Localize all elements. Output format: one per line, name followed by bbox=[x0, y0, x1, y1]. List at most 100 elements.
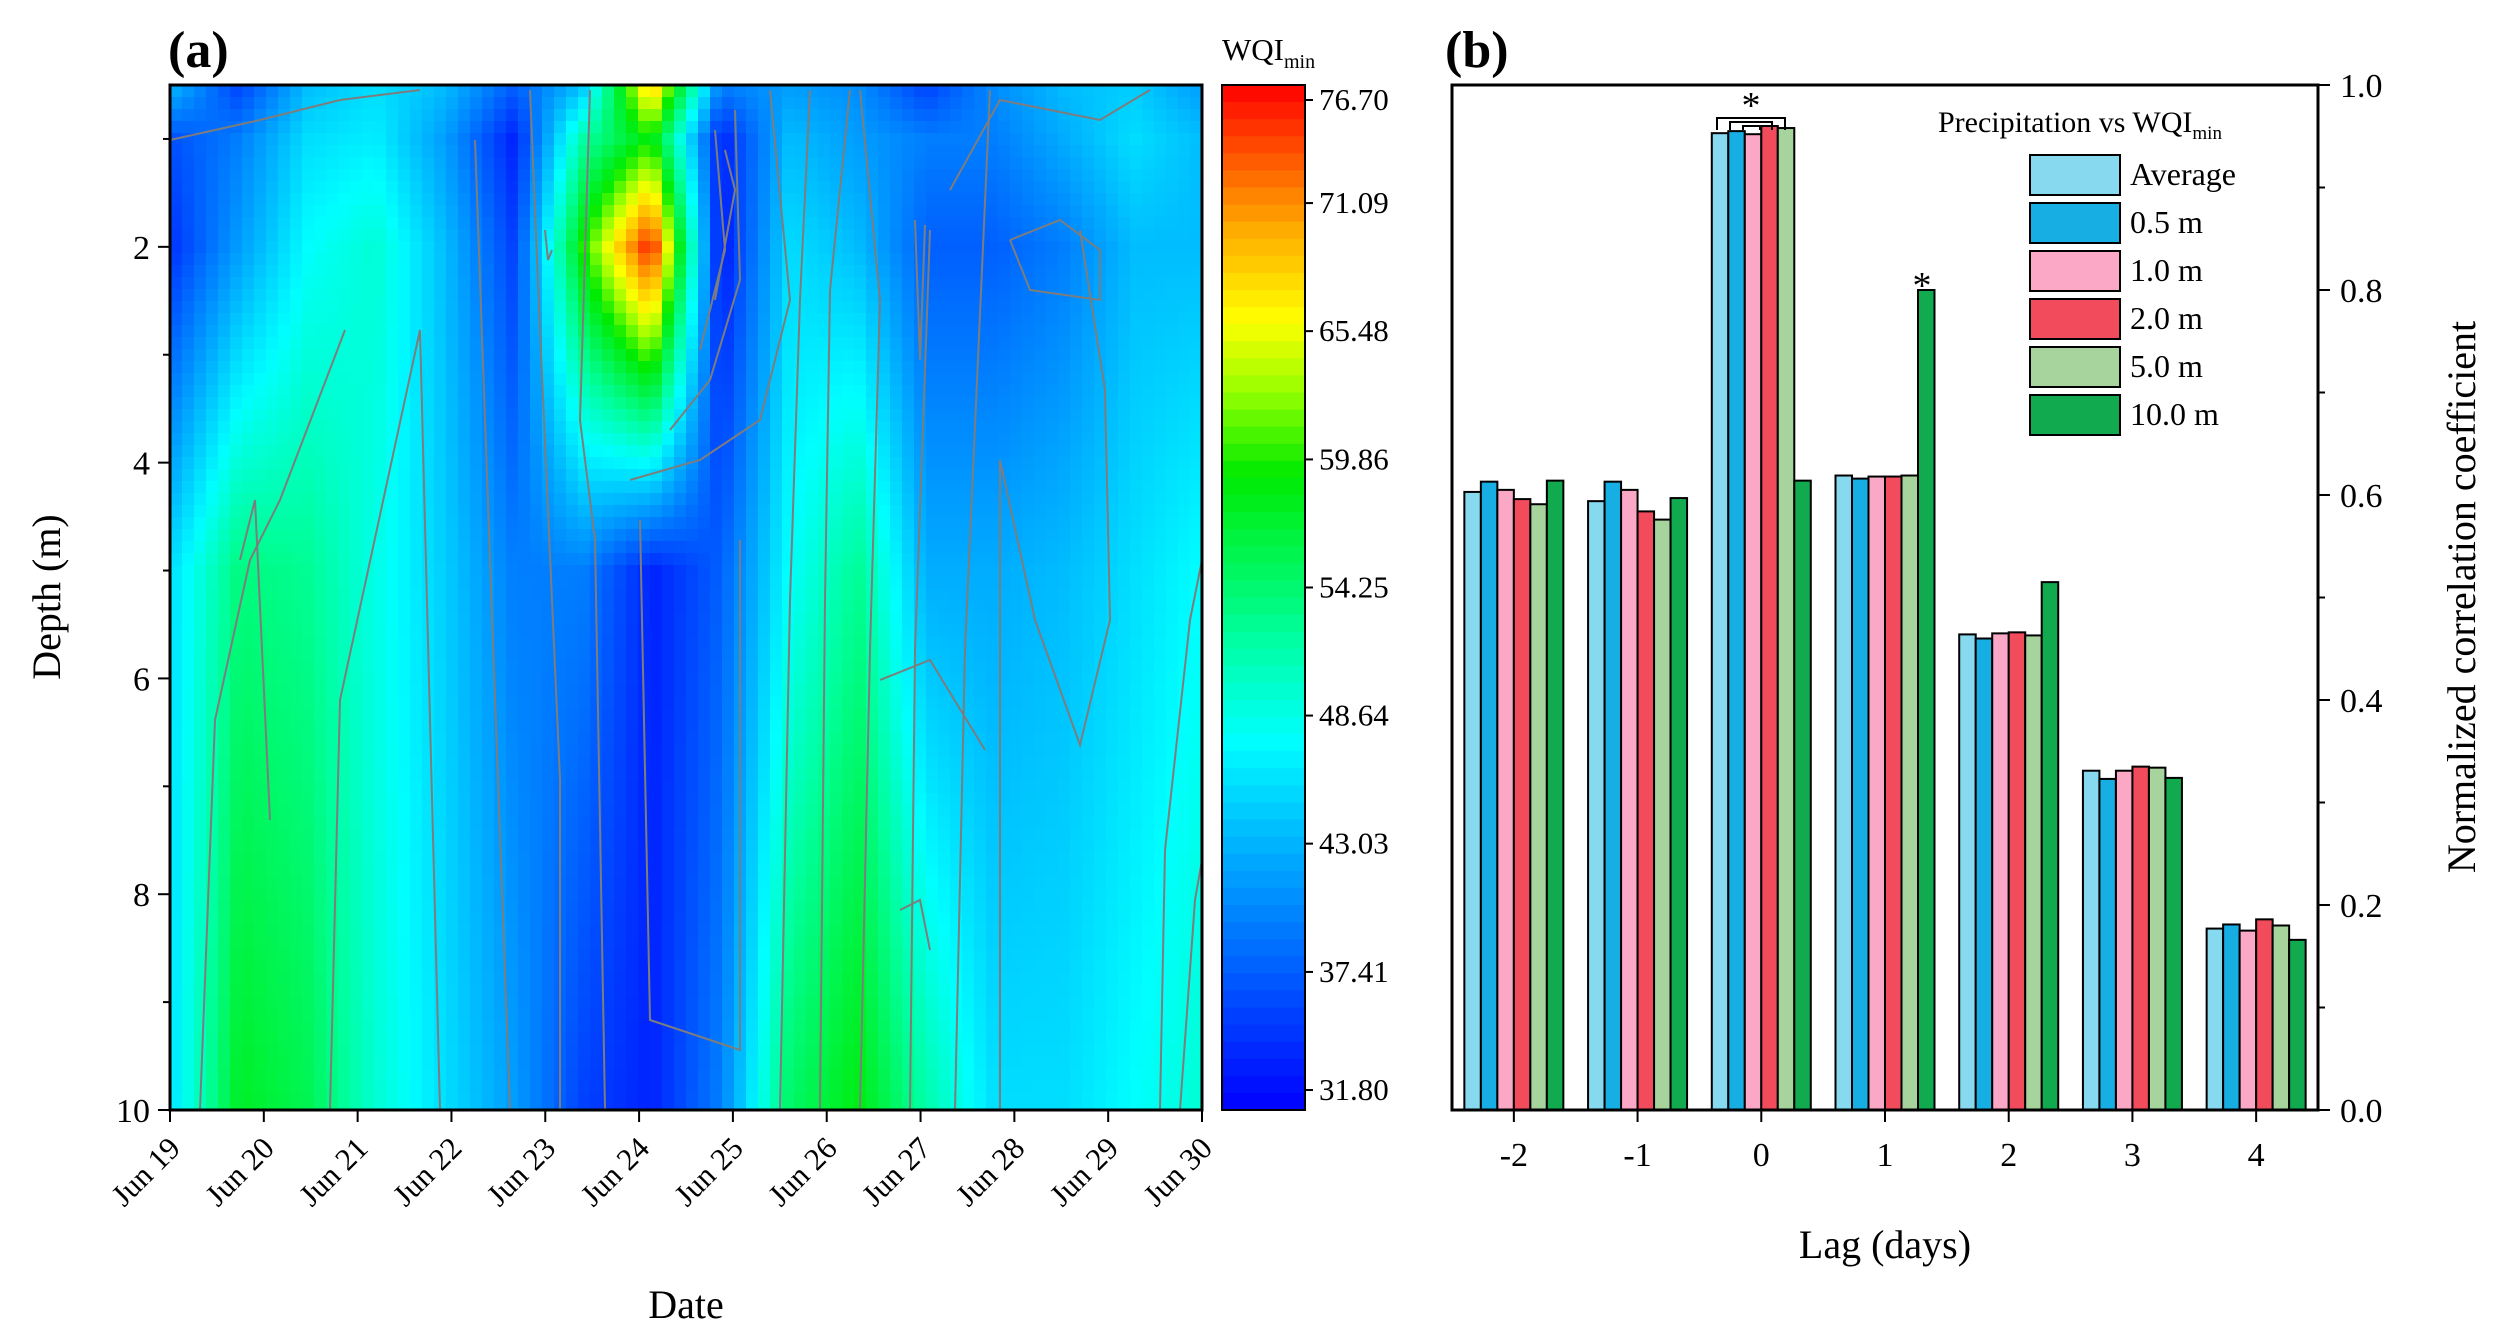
heatmap-cell bbox=[1154, 565, 1167, 578]
heatmap-cell bbox=[1154, 757, 1167, 770]
heatmap-cell bbox=[434, 265, 447, 278]
heatmap-cell bbox=[1166, 337, 1179, 350]
heatmap-cell bbox=[830, 625, 843, 638]
heatmap-cell bbox=[854, 241, 867, 254]
heatmap-cell bbox=[758, 169, 771, 182]
heatmap-cell bbox=[530, 277, 543, 290]
heatmap-cell bbox=[494, 97, 507, 110]
heatmap-cell bbox=[302, 121, 315, 134]
heatmap-cell bbox=[1106, 349, 1119, 362]
heatmap-cell bbox=[818, 121, 831, 134]
heatmap-cell bbox=[902, 169, 915, 182]
heatmap-cell bbox=[746, 205, 759, 218]
heatmap-cell bbox=[242, 541, 255, 554]
heatmap-cell bbox=[398, 565, 411, 578]
heatmap-cell bbox=[638, 349, 651, 362]
heatmap-cell bbox=[950, 157, 963, 170]
heatmap-cell bbox=[806, 253, 819, 266]
heatmap-cell bbox=[1082, 85, 1095, 98]
heatmap-cell bbox=[566, 289, 579, 302]
heatmap-cell bbox=[398, 301, 411, 314]
heatmap-cell bbox=[1058, 769, 1071, 782]
heatmap-cell bbox=[386, 193, 399, 206]
heatmap-cell bbox=[1118, 493, 1131, 506]
heatmap-cell bbox=[1046, 745, 1059, 758]
heatmap-cell bbox=[458, 769, 471, 782]
heatmap-cell bbox=[590, 85, 603, 98]
heatmap-cell bbox=[386, 577, 399, 590]
heatmap-cell bbox=[686, 133, 699, 146]
heatmap-cell bbox=[578, 601, 591, 614]
heatmap-cell bbox=[818, 325, 831, 338]
heatmap-cell bbox=[314, 181, 327, 194]
heatmap-cell bbox=[578, 673, 591, 686]
heatmap-cell bbox=[386, 553, 399, 566]
heatmap-cell bbox=[950, 625, 963, 638]
heatmap-cell bbox=[674, 601, 687, 614]
heatmap-cell bbox=[1058, 445, 1071, 458]
heatmap-cell bbox=[494, 193, 507, 206]
heatmap-cell bbox=[1010, 193, 1023, 206]
heatmap-cell bbox=[962, 445, 975, 458]
heatmap-cell bbox=[698, 445, 711, 458]
heatmap-cell bbox=[302, 493, 315, 506]
heatmap-cell bbox=[722, 493, 735, 506]
heatmap-cell bbox=[866, 385, 879, 398]
heatmap-cell bbox=[746, 349, 759, 362]
heatmap-cell bbox=[854, 205, 867, 218]
heatmap-cell bbox=[518, 289, 531, 302]
heatmap-cell bbox=[830, 205, 843, 218]
heatmap-cell bbox=[338, 85, 351, 98]
heatmap-cell bbox=[998, 433, 1011, 446]
heatmap-cell bbox=[518, 193, 531, 206]
heatmap-cell bbox=[1046, 361, 1059, 374]
heatmap-cell bbox=[386, 85, 399, 98]
heatmap-cell bbox=[614, 205, 627, 218]
heatmap-cell bbox=[242, 757, 255, 770]
heatmap-cell bbox=[182, 85, 195, 98]
heatmap-cell bbox=[302, 241, 315, 254]
heatmap-cell bbox=[794, 229, 807, 242]
heatmap-cell bbox=[1166, 589, 1179, 602]
heatmap-cell bbox=[386, 157, 399, 170]
heatmap-cell bbox=[170, 205, 183, 218]
heatmap-cell bbox=[902, 373, 915, 386]
heatmap-cell bbox=[806, 685, 819, 698]
heatmap-cell bbox=[458, 445, 471, 458]
heatmap-cell bbox=[818, 433, 831, 446]
heatmap-cell bbox=[506, 721, 519, 734]
heatmap-cell bbox=[1106, 433, 1119, 446]
heatmap-cell bbox=[494, 577, 507, 590]
heatmap-cell bbox=[746, 325, 759, 338]
heatmap-cell bbox=[986, 553, 999, 566]
heatmap-cell bbox=[686, 193, 699, 206]
heatmap-cell bbox=[242, 781, 255, 794]
heatmap-cell bbox=[830, 349, 843, 362]
heatmap-cell bbox=[518, 625, 531, 638]
heatmap-cell bbox=[314, 253, 327, 266]
heatmap-cell bbox=[986, 145, 999, 158]
heatmap-cell bbox=[818, 301, 831, 314]
heatmap-cell bbox=[1178, 745, 1191, 758]
heatmap-cell bbox=[434, 241, 447, 254]
heatmap-cell bbox=[206, 589, 219, 602]
heatmap-cell bbox=[722, 505, 735, 518]
heatmap-cell bbox=[350, 205, 363, 218]
heatmap-cell bbox=[482, 253, 495, 266]
heatmap-cell bbox=[218, 661, 231, 674]
heatmap-cell bbox=[398, 157, 411, 170]
heatmap-cell bbox=[1166, 673, 1179, 686]
heatmap-cell bbox=[662, 613, 675, 626]
heatmap-cell bbox=[614, 709, 627, 722]
heatmap-cell bbox=[890, 133, 903, 146]
heatmap-cell bbox=[350, 613, 363, 626]
heatmap-cell bbox=[542, 325, 555, 338]
heatmap-cell bbox=[494, 433, 507, 446]
heatmap-cell bbox=[1142, 373, 1155, 386]
heatmap-cell bbox=[1010, 373, 1023, 386]
heatmap-cell bbox=[470, 601, 483, 614]
heatmap-cell bbox=[230, 685, 243, 698]
heatmap-cell bbox=[542, 769, 555, 782]
heatmap-cell bbox=[398, 577, 411, 590]
heatmap-cell bbox=[194, 553, 207, 566]
